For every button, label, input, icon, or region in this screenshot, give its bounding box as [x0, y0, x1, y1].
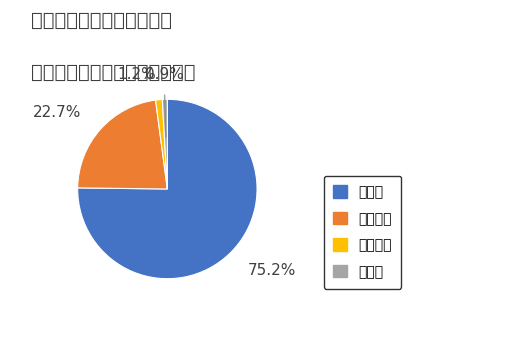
- Text: 1.2%: 1.2%: [118, 67, 156, 82]
- Text: きはだ（冷凍）上場水揚量: きはだ（冷凍）上場水揚量: [31, 10, 173, 29]
- Text: 全国に占める割合（令和３年）: 全国に占める割合（令和３年）: [31, 63, 196, 82]
- Wedge shape: [78, 100, 167, 189]
- Text: 0.9%: 0.9%: [145, 67, 184, 82]
- Legend: 静岡県, 鹿児島県, 神奈川県, その他: 静岡県, 鹿児島県, 神奈川県, その他: [324, 176, 402, 288]
- Text: 75.2%: 75.2%: [248, 263, 297, 278]
- Wedge shape: [78, 99, 257, 279]
- Text: 22.7%: 22.7%: [33, 105, 82, 120]
- Wedge shape: [155, 99, 167, 189]
- Wedge shape: [162, 99, 167, 189]
